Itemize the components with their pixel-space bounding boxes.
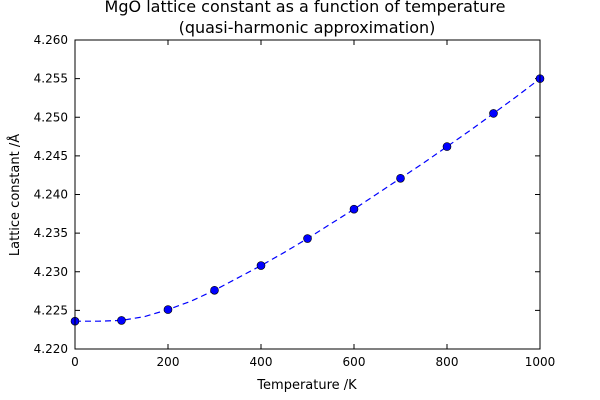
x-tick-label: 800 bbox=[436, 355, 459, 369]
fit-curve-line bbox=[75, 78, 541, 322]
axis-ticks-layer: 0 200 400 600 800 1000 4.220 4.225 4.230 4.235 4.2… bbox=[34, 33, 556, 369]
data-point bbox=[349, 204, 359, 214]
series-line-layer bbox=[75, 78, 541, 322]
y-axis-label: Lattice constant /Å bbox=[7, 134, 23, 256]
x-tick-label: 600 bbox=[343, 355, 366, 369]
chart-title-line-1: MgO lattice constant as a function of te… bbox=[105, 0, 506, 16]
y-tick-label: 4.225 bbox=[34, 303, 68, 317]
data-point bbox=[163, 305, 173, 314]
chart-title-line-2: (quasi-harmonic approximation) bbox=[179, 18, 436, 37]
y-tick-label: 4.250 bbox=[34, 110, 68, 124]
data-point bbox=[117, 316, 126, 325]
series-marker-layer bbox=[70, 74, 545, 326]
data-point bbox=[396, 173, 405, 183]
x-tick-label: 200 bbox=[157, 355, 180, 369]
x-tick-label: 400 bbox=[250, 355, 273, 369]
y-tick-label: 4.240 bbox=[34, 188, 68, 202]
data-point bbox=[210, 285, 219, 295]
x-axis-label: Temperature /K bbox=[256, 378, 357, 393]
plot-frame bbox=[74, 39, 541, 350]
data-point bbox=[489, 109, 498, 118]
y-tick-label: 4.230 bbox=[34, 265, 68, 279]
data-point bbox=[442, 142, 452, 151]
data-point bbox=[256, 261, 266, 270]
y-tick-label: 4.235 bbox=[34, 226, 68, 240]
data-point bbox=[303, 234, 312, 243]
y-tick-label: 4.255 bbox=[34, 72, 68, 86]
y-tick-label: 4.245 bbox=[34, 149, 68, 163]
x-tick-label: 0 bbox=[71, 355, 79, 369]
x-tick-label: 1000 bbox=[525, 355, 556, 369]
y-tick-label: 4.220 bbox=[34, 342, 68, 356]
y-tick-label: 4.260 bbox=[34, 33, 68, 47]
